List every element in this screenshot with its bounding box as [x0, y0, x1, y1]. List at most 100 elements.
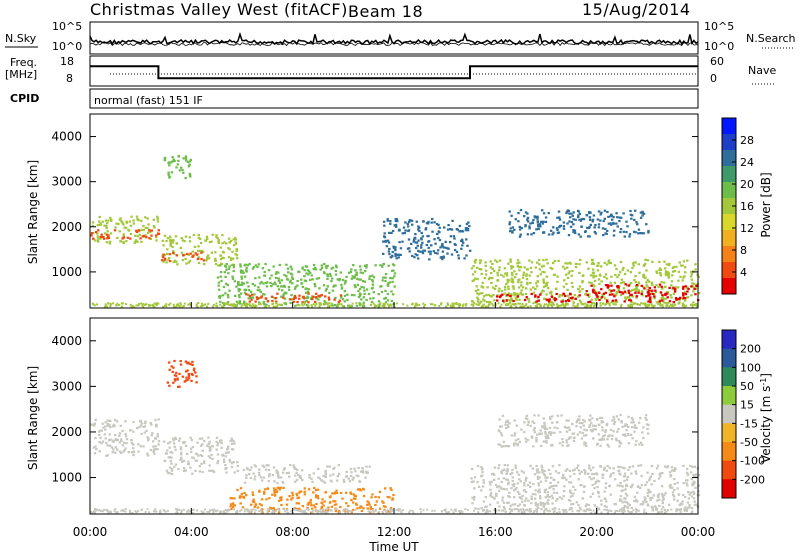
power-cells-cell	[96, 224, 99, 227]
vel-cells-cell	[543, 510, 546, 512]
power-cells-cell	[144, 303, 147, 306]
power-cells-cell	[623, 235, 626, 238]
power-cells-cell	[363, 292, 366, 295]
vel-cells-cell	[605, 508, 608, 511]
power-cells-cell	[526, 216, 530, 219]
power-cells-cell	[436, 252, 439, 255]
power-cells-cell	[615, 300, 618, 304]
power-cells-cell	[492, 294, 495, 297]
power-cells-cell	[306, 305, 310, 308]
power-cells-cell	[285, 275, 288, 278]
power-cells-cell	[611, 293, 614, 296]
power-cells-cell	[558, 304, 561, 307]
vel-cells-cell	[571, 423, 574, 426]
vel-cells-cell	[303, 511, 306, 514]
vel-cells-cell	[386, 509, 389, 512]
colorbar-tick-label: 15	[740, 399, 754, 412]
vel-cells-cell	[180, 453, 183, 456]
vel-cells-cell	[187, 463, 190, 466]
power-cells-cell	[244, 288, 248, 291]
power-cells-cell	[304, 265, 308, 268]
vel-cells-cell	[305, 508, 308, 510]
power-cells-cell	[615, 212, 618, 215]
vel-cells-cell	[621, 507, 624, 510]
vel-cells-cell	[282, 486, 285, 489]
power-cells-cell	[146, 217, 149, 220]
vel-cells-cell	[618, 445, 621, 448]
vel-cells-cell	[490, 480, 493, 483]
vel-cells-cell	[245, 474, 248, 477]
vel-cells-cell	[673, 482, 676, 486]
power-cells-cell	[384, 296, 388, 299]
vel-cells-cell	[572, 492, 575, 495]
vel-cells-cell	[93, 422, 96, 425]
vel-cells-cell	[374, 508, 377, 511]
power-cells-cell	[557, 231, 561, 234]
power-cells-cell	[476, 296, 479, 299]
power-cells-cell	[103, 232, 107, 235]
power-cells-cell	[606, 286, 610, 289]
power-cells-cell	[235, 305, 237, 308]
vel-cells-cell	[112, 423, 115, 426]
power-cells-cell	[649, 296, 652, 299]
colorbar-swatch	[722, 330, 736, 350]
vel-cells-cell	[186, 362, 189, 365]
power-cells-cell	[665, 272, 669, 275]
power-cells-cell	[99, 222, 102, 225]
velocity-colorbar-label: Velocity [m s-1]	[759, 373, 773, 463]
vel-cells-cell	[362, 471, 365, 474]
power-cells-cell	[185, 262, 188, 265]
power-cells-cell	[590, 302, 593, 305]
power-cells-cell	[520, 281, 523, 284]
vel-cells-cell	[185, 376, 188, 379]
power-cells-cell	[132, 219, 135, 222]
power-cells-cell	[664, 285, 667, 288]
vel-cells-cell	[157, 443, 160, 446]
vel-cells-cell	[232, 460, 235, 464]
vel-cells-cell	[408, 511, 411, 514]
power-cells-cell	[440, 256, 443, 259]
vel-cells-cell	[238, 496, 242, 499]
vel-cells-cell	[589, 414, 592, 417]
vel-cells-cell	[542, 505, 545, 508]
power-cells-cell	[483, 277, 487, 280]
vel-cells-cell	[197, 454, 200, 457]
power-cells-cell	[458, 303, 461, 305]
power-cells-cell	[566, 266, 569, 269]
vel-cells-cell	[497, 467, 500, 470]
power-cells-cell	[229, 239, 233, 242]
vel-cells-cell	[219, 511, 222, 514]
vel-cells-cell	[496, 501, 499, 504]
vel-cells-cell	[316, 509, 319, 512]
power-cells-cell	[369, 297, 372, 300]
power-cells-cell	[300, 282, 303, 285]
vel-cells-cell	[207, 442, 210, 445]
power-cells-cell	[505, 303, 508, 306]
power-cells-cell	[629, 289, 632, 293]
power-cells-cell	[428, 258, 431, 261]
vel-cells-cell	[544, 496, 547, 499]
power-cells-cell	[646, 288, 649, 291]
power-cells-cell	[505, 274, 509, 277]
vel-cells-cell	[431, 509, 434, 512]
power-cells-cell	[675, 298, 678, 301]
vel-cells-cell	[316, 495, 319, 498]
power-cells-cell	[166, 252, 169, 255]
vel-cells-cell	[277, 499, 281, 502]
vel-cells-cell	[688, 503, 691, 507]
vel-cells-cell	[516, 490, 520, 493]
vel-cells-cell	[556, 427, 559, 430]
power-cells-cell	[521, 303, 524, 305]
power-cells-cell	[289, 272, 292, 275]
power-cells-cell	[627, 305, 630, 308]
vel-cells-cell	[148, 511, 151, 514]
vel-cells-cell	[600, 416, 604, 420]
power-cells-cell	[519, 266, 522, 269]
vel-cells-cell	[546, 434, 549, 437]
power-cells-cell	[277, 279, 280, 282]
power-cells-cell	[626, 269, 629, 272]
vel-cells-cell	[552, 491, 556, 494]
power-cells-cell	[435, 222, 439, 226]
power-cells-cell	[121, 237, 124, 240]
vel-cells-cell	[649, 496, 652, 500]
